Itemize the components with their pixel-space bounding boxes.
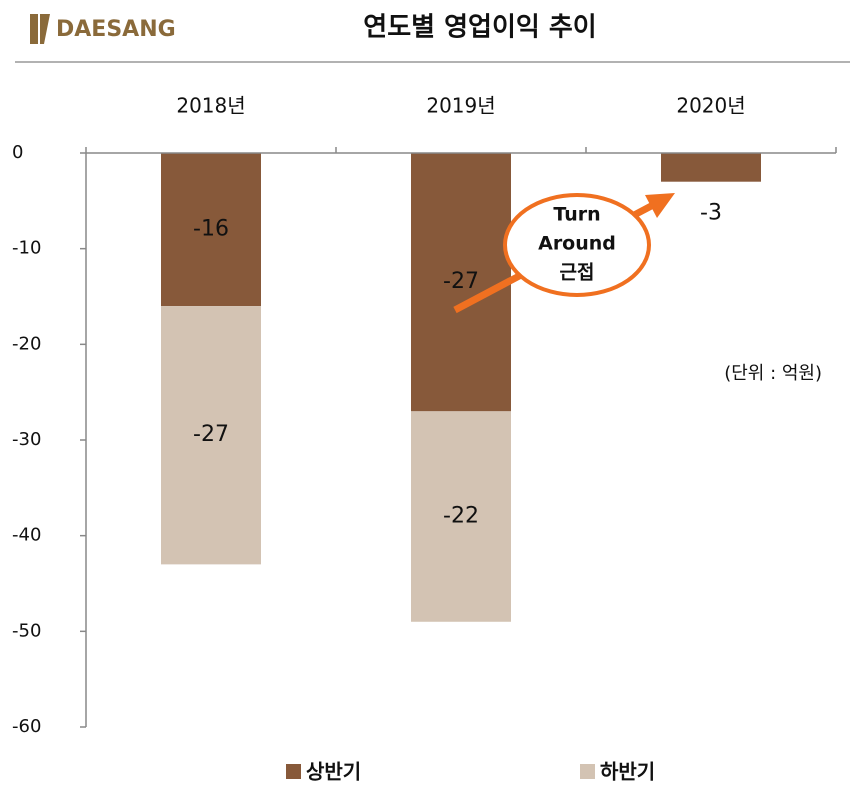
y-tick-label: -30 xyxy=(12,429,41,450)
data-label: -3 xyxy=(700,201,722,226)
x-tick-label: 2020년 xyxy=(676,94,745,118)
bar-segment xyxy=(411,411,511,622)
data-label: -27 xyxy=(443,269,479,294)
logo-icon xyxy=(30,14,50,44)
bar-segment xyxy=(161,306,261,565)
legend-swatch xyxy=(580,764,595,779)
annotation-text: 근접 xyxy=(560,262,595,284)
y-tick-label: -50 xyxy=(12,620,41,641)
y-tick-label: -40 xyxy=(12,525,41,546)
unit-note: (단위 : 억원) xyxy=(724,363,822,384)
x-tick-label: 2019년 xyxy=(426,94,495,118)
annotation-text: Turn xyxy=(553,204,600,226)
legend-label: 하반기 xyxy=(600,760,655,784)
legend-label: 상반기 xyxy=(306,760,361,784)
chart-title: 연도별 영업이익 추이 xyxy=(363,13,596,43)
data-label: -27 xyxy=(193,422,229,447)
logo: DAESANG xyxy=(30,14,176,44)
logo-text: DAESANG xyxy=(56,17,176,42)
data-label: -16 xyxy=(193,217,229,242)
annotation-text: Around xyxy=(538,233,616,255)
y-tick-label: -60 xyxy=(12,716,41,737)
bar-segment xyxy=(161,153,261,307)
annotation-bubble xyxy=(503,193,651,297)
bar-segment xyxy=(661,153,761,182)
y-tick-label: -10 xyxy=(12,238,41,259)
y-tick-label: -20 xyxy=(12,333,41,354)
bar-segment xyxy=(411,153,511,412)
arrow-head xyxy=(645,193,675,218)
annotation: Turn Around 근접 xyxy=(453,193,675,314)
legend-swatch xyxy=(286,764,301,779)
y-tick-label: 0 xyxy=(12,142,23,163)
x-tick-label: 2018년 xyxy=(176,94,245,118)
bars xyxy=(161,153,761,622)
data-label: -22 xyxy=(443,504,479,529)
